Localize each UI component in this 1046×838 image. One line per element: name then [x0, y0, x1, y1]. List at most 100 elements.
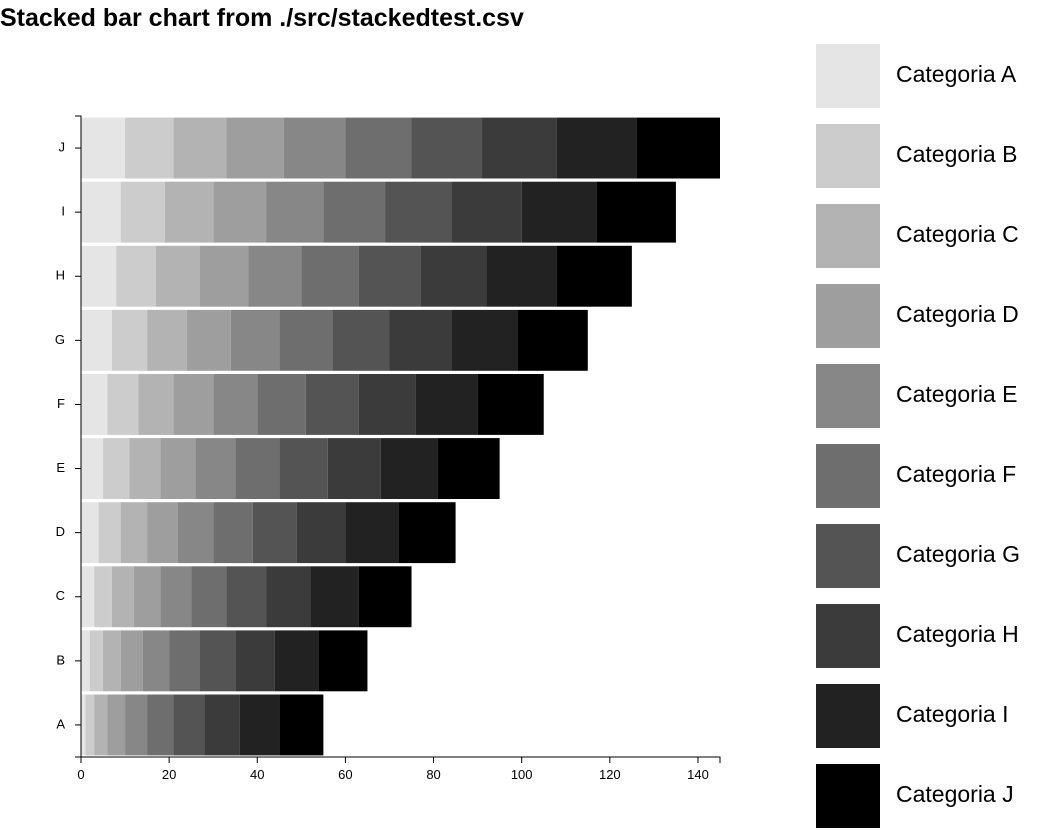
bar-segment-c-9 [310, 566, 359, 628]
bar-segment-h-9 [486, 245, 557, 307]
bar-segment-j-3 [173, 117, 227, 179]
bar-segment-g-2 [111, 309, 148, 371]
legend-swatch [816, 124, 880, 188]
legend-swatch [816, 284, 880, 348]
bar-segment-d-5 [177, 502, 214, 564]
bar-segment-g-10 [517, 309, 588, 371]
bar-segment-i-7 [385, 181, 452, 243]
y-tick-label: B [56, 652, 65, 667]
x-tick-label: 20 [162, 767, 176, 782]
x-tick-label: 120 [599, 767, 621, 782]
bar-segment-d-9 [345, 502, 399, 564]
bar-segment-b-4 [120, 630, 143, 692]
legend-label: Categoria J [896, 781, 1014, 807]
bar-segment-g-8 [389, 309, 452, 371]
y-axis-line [75, 115, 82, 758]
y-tick-label: J [59, 139, 66, 154]
legend-swatch [816, 364, 880, 428]
bar-segment-e-4 [160, 438, 196, 499]
bar-segment-a-4 [107, 694, 126, 756]
legend-swatch [816, 444, 880, 508]
bar-segment-c-7 [226, 566, 267, 628]
legend-swatch [816, 684, 880, 748]
bar-segment-c-3 [111, 566, 134, 628]
legend-label: Categoria C [896, 221, 1019, 247]
bar-segment-a-10 [279, 694, 324, 756]
x-tick-label: 100 [511, 767, 533, 782]
bar-segment-c-2 [94, 566, 112, 628]
bar-segment-a-9 [239, 694, 280, 756]
bar-segment-b-9 [274, 630, 319, 692]
bar-segment-h-6 [301, 245, 359, 307]
bar-segment-a-7 [173, 694, 205, 756]
bar-segment-i-2 [120, 181, 165, 243]
bar-segment-f-7 [305, 374, 359, 435]
bar-segment-d-8 [296, 502, 346, 564]
bar-segment-b-3 [103, 630, 121, 692]
bar-segment-g-9 [451, 309, 518, 371]
bar-segment-a-1 [81, 694, 86, 756]
y-tick-label: D [56, 524, 65, 539]
bar-segment-i-4 [213, 181, 267, 243]
bar-segment-j-10 [636, 117, 720, 179]
bar-segment-a-2 [85, 694, 95, 756]
bar-segment-e-8 [327, 438, 381, 499]
legend: Categoria A Categoria B Categoria C Categor… [816, 44, 1020, 828]
bar-segment-j-7 [411, 117, 483, 179]
bar-segment-i-3 [164, 181, 214, 243]
legend-label: Categoria G [896, 541, 1020, 567]
bar-segment-e-10 [437, 438, 500, 499]
bar-segment-g-1 [81, 309, 112, 371]
chart-title: Stacked bar chart from ./src/stackedtest… [0, 4, 524, 32]
bar-segment-i-5 [266, 181, 324, 243]
x-tick-label: 140 [687, 767, 709, 782]
bar-segment-a-5 [125, 694, 148, 756]
bar-segment-g-4 [186, 309, 231, 371]
bar-segment-i-1 [81, 181, 121, 243]
legend-swatch [816, 44, 880, 108]
bar-segment-c-8 [266, 566, 311, 628]
bar-segment-h-8 [420, 245, 487, 307]
bar-segment-j-8 [482, 117, 557, 179]
legend-swatch [816, 604, 880, 668]
y-tick-label: C [56, 588, 65, 603]
bar-segment-e-9 [380, 438, 438, 499]
bar-segment-f-6 [257, 374, 306, 435]
y-tick-label: H [56, 268, 65, 283]
bar-segment-e-3 [129, 438, 161, 499]
y-tick-label: I [61, 204, 65, 219]
bar-segment-i-6 [323, 181, 386, 243]
bar-segment-h-4 [199, 245, 249, 307]
bar-segment-d-3 [120, 502, 148, 564]
bar-segment-j-9 [556, 117, 637, 179]
x-tick-label: 60 [338, 767, 352, 782]
bar-segment-j-2 [125, 117, 174, 179]
legend-swatch [816, 764, 880, 828]
legend-label: Categoria I [896, 701, 1009, 727]
bar-segment-j-6 [345, 117, 412, 179]
bar-group [81, 117, 720, 756]
bar-segment-a-8 [204, 694, 240, 756]
bar-segment-d-1 [81, 502, 99, 564]
legend-label: Categoria B [896, 141, 1017, 167]
bar-segment-e-1 [81, 438, 104, 499]
bar-segment-d-4 [147, 502, 178, 564]
bar-segment-h-5 [248, 245, 302, 307]
x-axis-line [80, 756, 721, 763]
bar-segment-h-2 [116, 245, 156, 307]
bar-segment-i-9 [521, 181, 597, 243]
legend-swatch [816, 204, 880, 268]
legend-label: Categoria E [896, 381, 1017, 407]
legend-label: Categoria F [896, 461, 1016, 487]
bar-segment-b-2 [89, 630, 104, 692]
bar-segment-j-4 [226, 117, 284, 179]
bar-segment-f-5 [213, 374, 258, 435]
x-tick-label: 40 [250, 767, 264, 782]
y-tick-label: A [56, 716, 65, 731]
legend-swatch [816, 524, 880, 588]
bar-segment-c-4 [133, 566, 161, 628]
x-tick-label: 0 [77, 767, 84, 782]
bar-segment-e-2 [103, 438, 130, 499]
bar-segment-j-5 [283, 117, 346, 179]
